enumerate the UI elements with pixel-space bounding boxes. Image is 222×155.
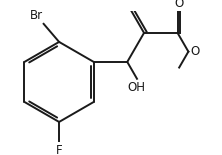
Text: O: O [190, 45, 199, 58]
Text: O: O [174, 0, 184, 10]
Text: F: F [56, 144, 62, 155]
Text: Br: Br [30, 9, 43, 22]
Text: OH: OH [127, 81, 145, 94]
